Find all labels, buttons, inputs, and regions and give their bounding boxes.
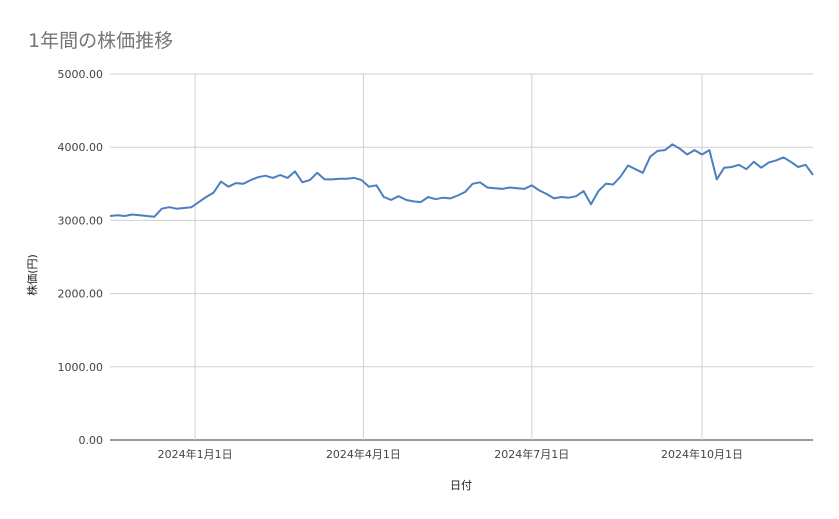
y-tick-label: 1000.00 (58, 361, 104, 374)
x-tick-label: 2024年1月1日 (158, 447, 233, 461)
y-tick-label: 2000.00 (58, 288, 104, 301)
x-axis: 2024年1月1日 2024年4月1日 2024年7月1日 2024年10月1日 (158, 447, 743, 461)
x-axis-label: 日付 (450, 479, 472, 492)
y-tick-label: 3000.00 (58, 214, 104, 227)
y-tick-label: 0.00 (79, 434, 104, 447)
x-tick-label: 2024年7月1日 (494, 447, 569, 461)
series-line (109, 143, 814, 218)
chart-grid (110, 73, 813, 441)
chart-title: 1年間の株価推移 (28, 30, 174, 52)
y-tick-label: 5000.00 (58, 68, 104, 81)
x-tick-label: 2024年4月1日 (326, 447, 401, 461)
series-layer (109, 143, 814, 218)
x-tick-label: 2024年10月1日 (661, 447, 743, 461)
y-axis-label: 株価(円) (25, 254, 39, 296)
y-axis: 0.00 1000.00 2000.00 3000.00 4000.00 5000.00 (58, 68, 104, 447)
y-tick-label: 4000.00 (58, 141, 104, 154)
